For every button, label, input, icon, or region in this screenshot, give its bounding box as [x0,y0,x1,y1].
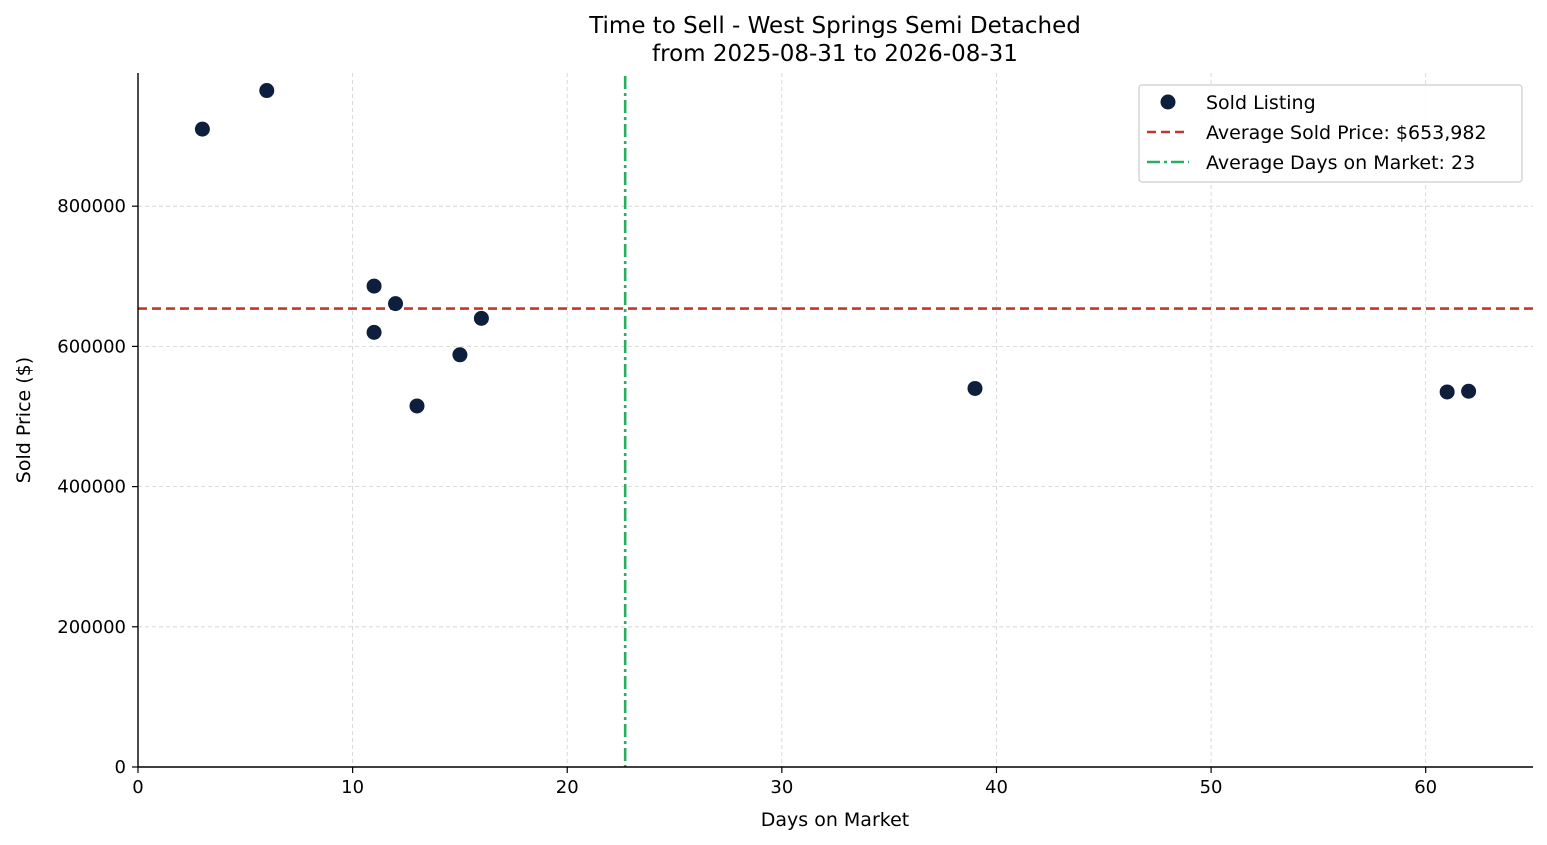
chart-subtitle: from 2025-08-31 to 2026-08-31 [652,41,1018,67]
legend-label-average-price: Average Sold Price: $653,982 [1206,122,1487,144]
x-tick-label: 40 [985,777,1008,798]
legend-marker-sold-listing [1160,94,1176,110]
x-axis-label: Days on Market [761,809,909,831]
x-tick-label: 10 [341,777,364,798]
y-tick-label: 800000 [57,196,126,217]
legend-items: Sold Listing Average Sold Price: $653,982… [1147,92,1487,174]
y-axis-label: Sold Price ($) [13,357,35,483]
sold-listing-point [366,324,382,340]
sold-listing-point [409,398,425,414]
x-tick-label: 60 [1414,777,1437,798]
sold-listing-point [388,296,404,312]
y-tick-label: 0 [115,757,126,778]
sold-listing-point [1461,383,1477,399]
x-axis-ticks: 0 10 20 30 40 50 60 [132,767,1437,798]
y-tick-label: 400000 [57,477,126,498]
x-tick-label: 20 [556,777,579,798]
sold-listing-point [194,121,210,137]
y-axis-ticks: 0 200000 400000 600000 800000 [57,196,138,778]
legend-box [1138,84,1523,183]
x-tick-label: 50 [1200,777,1223,798]
sold-listing-point [967,380,983,396]
sold-listing-point [473,310,489,326]
reference-lines [138,76,1533,767]
chart-title: Time to Sell - West Springs Semi Detache… [588,13,1081,39]
legend: Sold Listing Average Sold Price: $653,982… [1138,84,1523,183]
x-tick-label: 0 [132,777,143,798]
sold-listing-point [1439,384,1455,400]
sold-listing-point [452,347,468,363]
legend-label-sold-listing: Sold Listing [1206,92,1316,114]
y-tick-label: 600000 [57,336,126,357]
sold-listing-point [259,83,275,99]
legend-label-average-days: Average Days on Market: 23 [1206,152,1475,174]
y-tick-label: 200000 [57,617,126,638]
data-points [194,83,1477,414]
sold-listing-point [366,278,382,294]
grid-lines [138,73,1533,767]
x-tick-label: 30 [770,777,793,798]
